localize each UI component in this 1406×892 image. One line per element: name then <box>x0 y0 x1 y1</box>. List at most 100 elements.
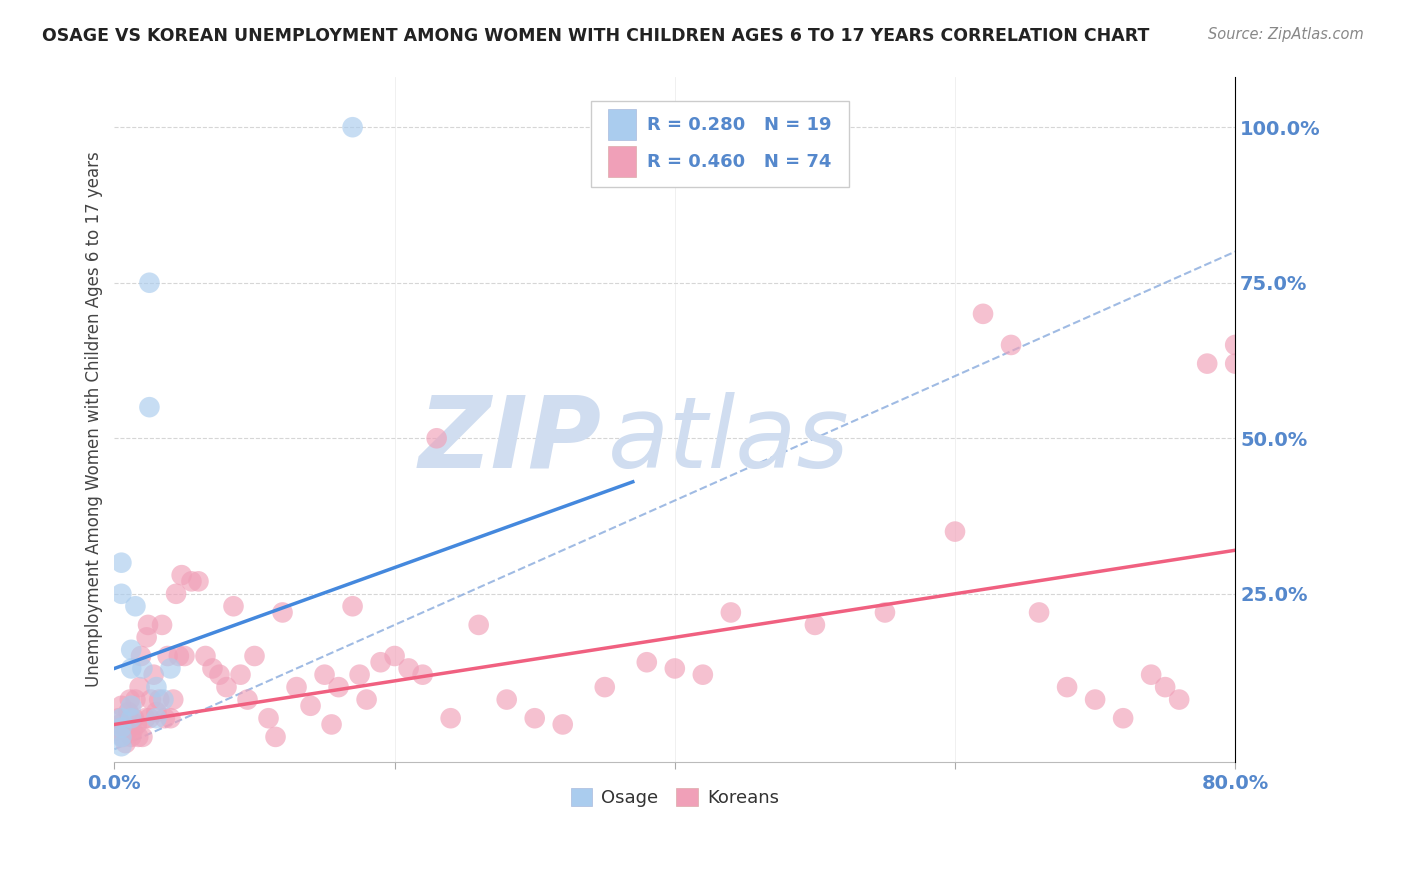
Point <box>180 574 202 589</box>
Point <box>1112 711 1135 725</box>
Point <box>692 667 714 681</box>
Point <box>1084 692 1107 706</box>
Point <box>138 711 160 725</box>
Point <box>1154 680 1177 694</box>
Point <box>314 667 336 681</box>
Point <box>165 587 187 601</box>
Point <box>152 692 174 706</box>
Point <box>159 711 181 725</box>
Point <box>299 698 322 713</box>
Point <box>257 711 280 725</box>
Point <box>127 730 149 744</box>
Point <box>1056 680 1078 694</box>
Point <box>111 730 134 744</box>
Point <box>156 648 179 663</box>
Point <box>720 606 742 620</box>
Point <box>139 692 162 706</box>
Point <box>145 705 167 719</box>
Point <box>136 618 159 632</box>
Point <box>150 618 173 632</box>
Point <box>412 667 434 681</box>
Point <box>243 648 266 663</box>
Point <box>138 400 160 414</box>
Point <box>153 711 176 725</box>
Point <box>342 599 364 614</box>
Point <box>1028 606 1050 620</box>
Point <box>128 680 150 694</box>
Point <box>110 587 132 601</box>
Point <box>1140 667 1163 681</box>
Point <box>120 661 142 675</box>
Point <box>105 723 128 738</box>
Legend: Osage, Koreans: Osage, Koreans <box>564 780 786 814</box>
Point <box>124 692 146 706</box>
Point <box>120 730 142 744</box>
Point <box>664 661 686 675</box>
Point <box>131 730 153 744</box>
Point <box>121 723 143 738</box>
Point <box>120 698 142 713</box>
Point <box>593 680 616 694</box>
Point <box>142 667 165 681</box>
Point <box>972 307 994 321</box>
Point <box>170 568 193 582</box>
Point <box>114 736 136 750</box>
Point <box>356 692 378 706</box>
Point <box>124 599 146 614</box>
Point <box>215 680 238 694</box>
Point <box>285 680 308 694</box>
Point <box>551 717 574 731</box>
Point <box>145 711 167 725</box>
Point <box>523 711 546 725</box>
Point <box>173 648 195 663</box>
Point <box>943 524 966 539</box>
Point <box>236 692 259 706</box>
Point <box>107 711 129 725</box>
FancyBboxPatch shape <box>607 110 636 140</box>
Point <box>804 618 827 632</box>
Text: R = 0.460   N = 74: R = 0.460 N = 74 <box>647 153 831 171</box>
Point <box>384 648 406 663</box>
Point <box>108 717 131 731</box>
Point <box>222 599 245 614</box>
Point <box>201 661 224 675</box>
Point <box>187 574 209 589</box>
Point <box>208 667 231 681</box>
Point <box>145 680 167 694</box>
Point <box>167 648 190 663</box>
Point <box>120 711 142 725</box>
Y-axis label: Unemployment Among Women with Children Ages 6 to 17 years: Unemployment Among Women with Children A… <box>86 152 103 688</box>
Point <box>873 606 896 620</box>
Point <box>125 717 148 731</box>
Point <box>1000 338 1022 352</box>
Point <box>159 661 181 675</box>
Point <box>138 276 160 290</box>
Point <box>194 648 217 663</box>
Point <box>118 692 141 706</box>
Point <box>440 711 463 725</box>
Point <box>131 661 153 675</box>
Point <box>495 692 517 706</box>
Point <box>110 739 132 754</box>
Point <box>264 730 287 744</box>
Point <box>1197 357 1219 371</box>
Point <box>129 648 152 663</box>
Point <box>134 711 156 725</box>
Point <box>110 556 132 570</box>
Point <box>229 667 252 681</box>
Point <box>110 730 132 744</box>
Text: OSAGE VS KOREAN UNEMPLOYMENT AMONG WOMEN WITH CHILDREN AGES 6 TO 17 YEARS CORREL: OSAGE VS KOREAN UNEMPLOYMENT AMONG WOMEN… <box>42 27 1150 45</box>
FancyBboxPatch shape <box>607 146 636 178</box>
Point <box>328 680 350 694</box>
Point <box>115 723 138 738</box>
Point <box>426 431 449 445</box>
Point <box>342 120 364 135</box>
Point <box>162 692 184 706</box>
Point <box>1168 692 1191 706</box>
FancyBboxPatch shape <box>591 102 849 187</box>
Point <box>349 667 371 681</box>
Point <box>148 692 170 706</box>
Point <box>271 606 294 620</box>
Point <box>321 717 343 731</box>
Point <box>1225 338 1247 352</box>
